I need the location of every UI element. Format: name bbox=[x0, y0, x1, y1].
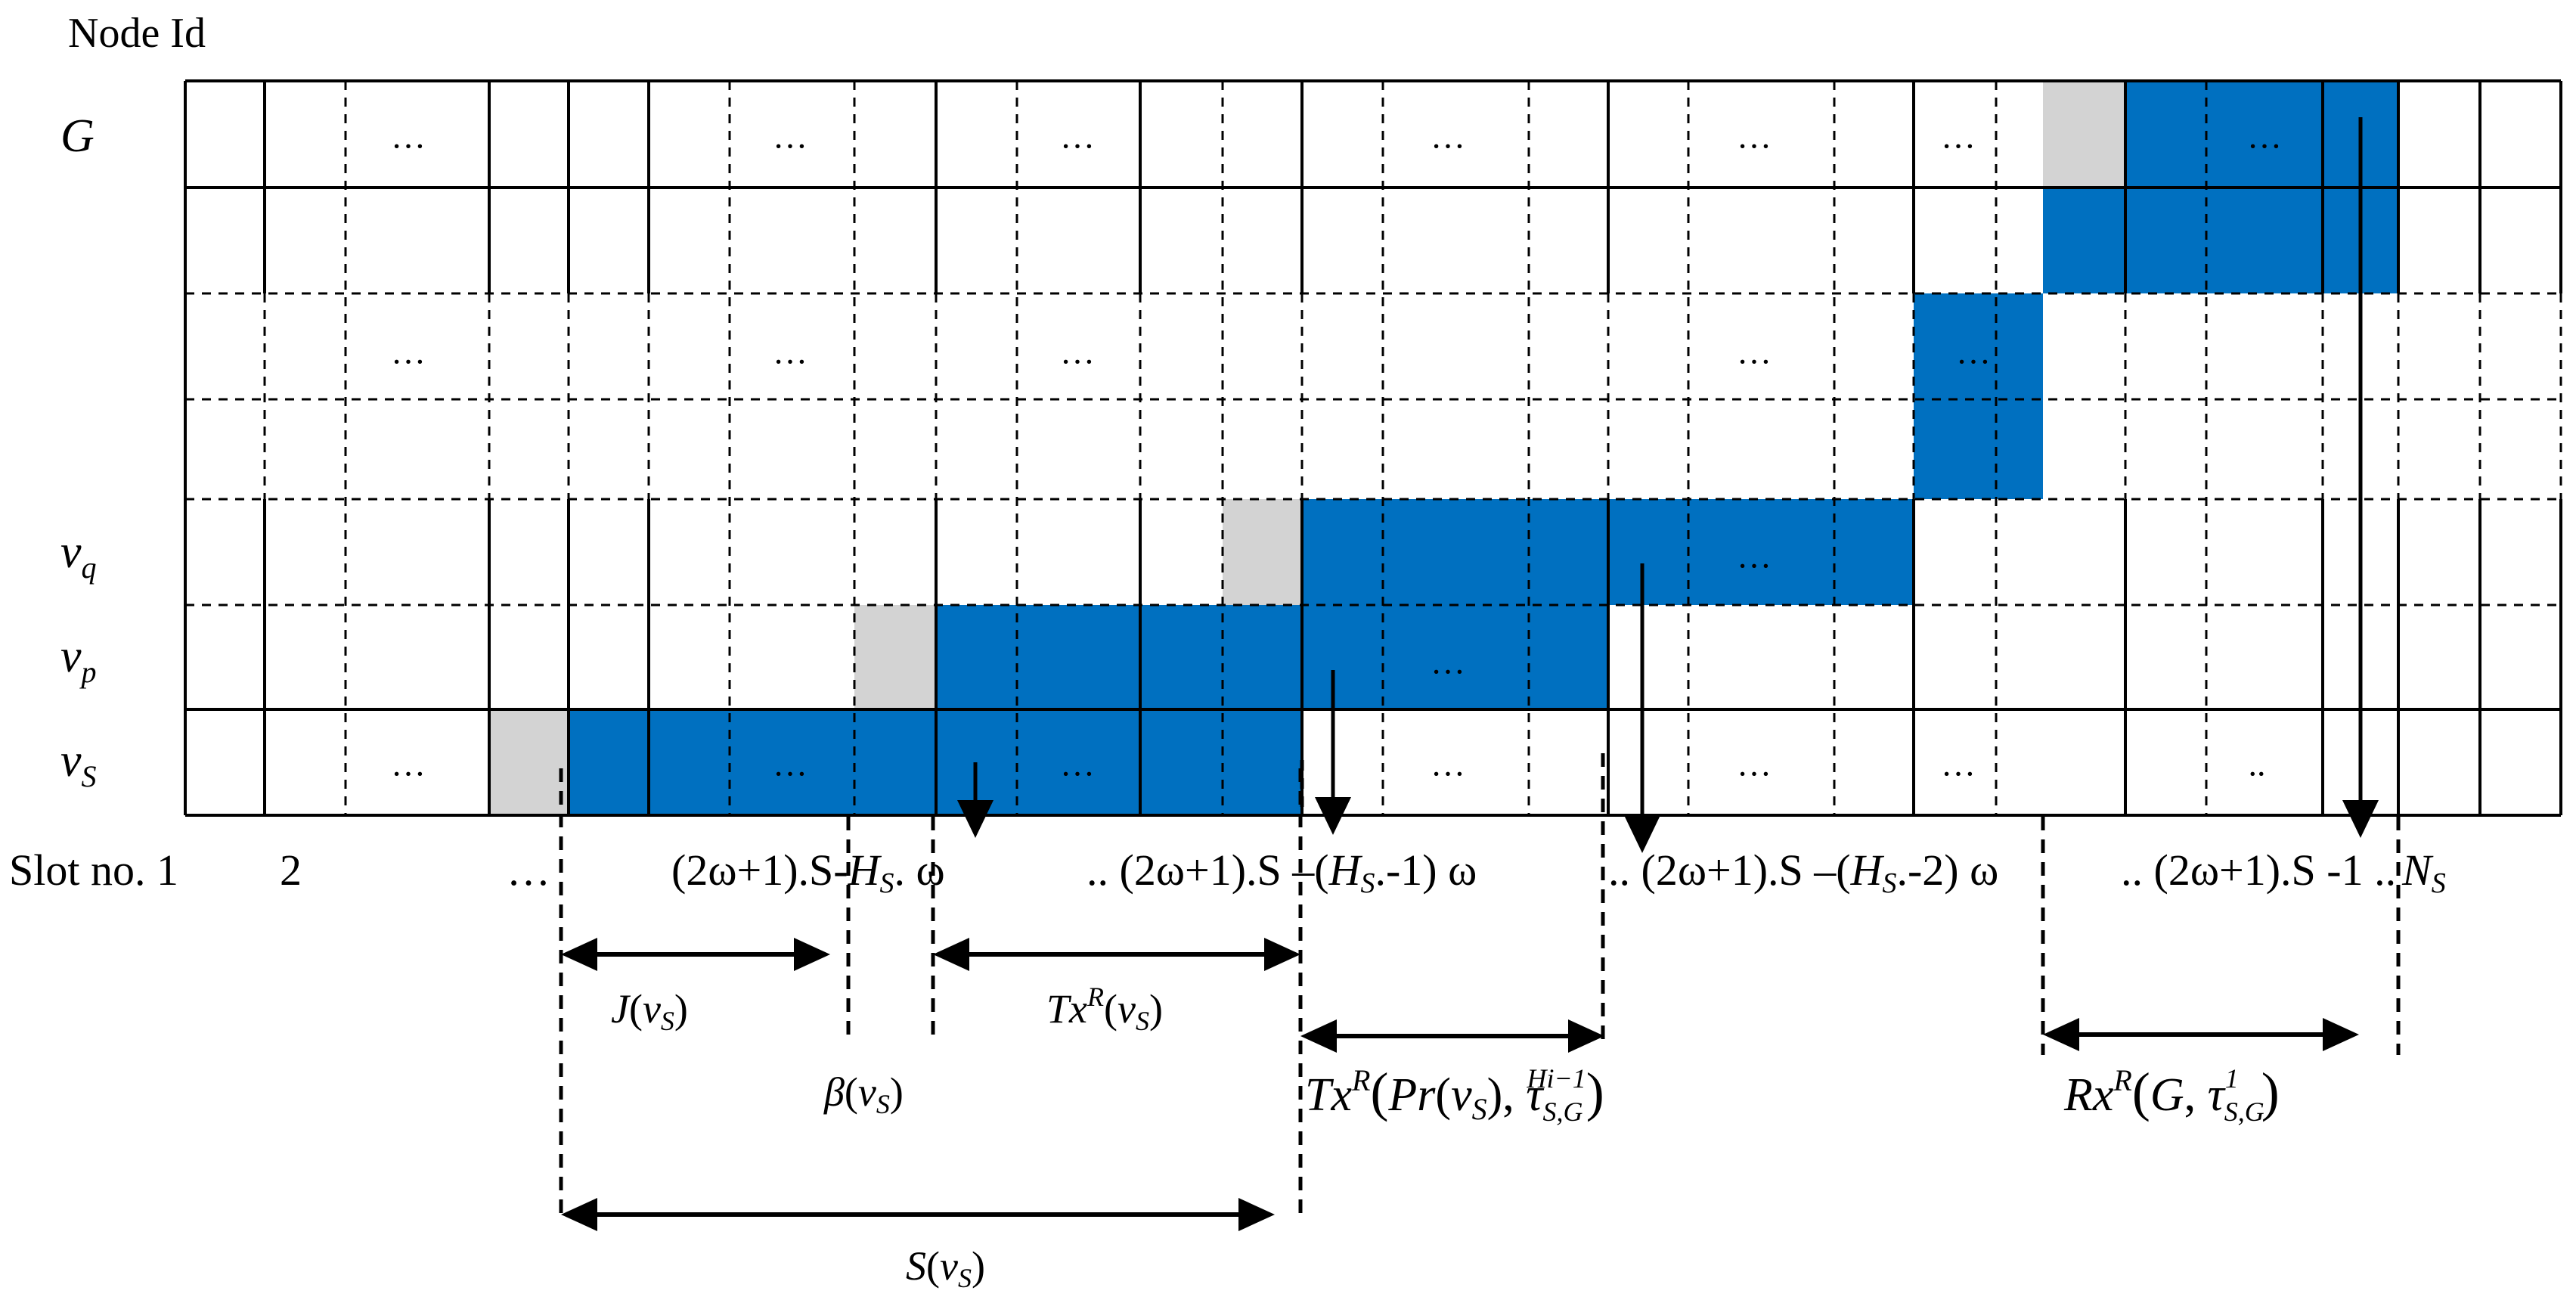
slot-axis: Slot no. 1 2 … (2ω+1).S-HS. ω .. (2ω+1).… bbox=[9, 845, 2446, 899]
label-txr: TxR(vS) bbox=[1046, 982, 1163, 1036]
ellipsis-mark: … bbox=[2247, 117, 2282, 156]
svg-text:vq: vq bbox=[60, 526, 97, 585]
waiting-cell bbox=[2043, 81, 2125, 188]
active-cells bbox=[2043, 188, 2398, 293]
down-arrows bbox=[957, 117, 2379, 853]
slot-grid bbox=[184, 79, 2562, 817]
slot-axis-seg2: .. (2ω+1).S –(HS.-1) ω bbox=[1087, 845, 1477, 899]
ellipsis-mark: … bbox=[1060, 333, 1095, 371]
ellipsis-mark: … bbox=[1737, 333, 1772, 371]
row-label-g: G bbox=[60, 110, 95, 162]
label-j: J(vS) bbox=[611, 986, 688, 1036]
waiting-cell bbox=[489, 709, 569, 815]
slot-axis-label: Slot no. 1 bbox=[9, 845, 178, 895]
node-id-header: Node Id bbox=[68, 10, 206, 57]
ellipsis-mark: … bbox=[1737, 745, 1772, 783]
ellipsis-mark: … bbox=[1737, 117, 1772, 156]
slot-axis-two: 2 bbox=[280, 845, 302, 895]
slot-axis-seg4: .. (2ω+1).S -1 .. NS bbox=[2121, 845, 2446, 899]
label-beta: β(vS) bbox=[823, 1069, 904, 1119]
svg-text:vp: vp bbox=[60, 631, 97, 689]
ellipsis-mark: .. bbox=[2249, 745, 2266, 783]
row-label-vp: vp bbox=[60, 631, 97, 689]
ellipsis-mark: … bbox=[773, 745, 808, 783]
label-txr-pr: TxR(Pr(vS), τS,GHi−1) bbox=[1305, 1062, 1604, 1127]
slot-axis-seg1: (2ω+1).S-HS. ω bbox=[671, 845, 945, 899]
active-cells bbox=[1914, 293, 2043, 499]
ellipsis-mark: … bbox=[1941, 117, 1976, 156]
ellipsis-mark: … bbox=[391, 745, 426, 783]
ellipsis-mark: … bbox=[1060, 745, 1095, 783]
active-cells bbox=[2125, 81, 2398, 188]
interval-arrows bbox=[561, 938, 2359, 1231]
svg-text:vS: vS bbox=[60, 735, 97, 793]
ellipsis-mark: … bbox=[1737, 537, 1772, 576]
slot-axis-dots: … bbox=[507, 845, 550, 895]
row-label-vs: vS bbox=[60, 735, 97, 793]
label-rxr-g: RxR(G, τS,G1) bbox=[2063, 1062, 2280, 1127]
ellipsis-mark: … bbox=[1956, 333, 1991, 371]
ellipsis-mark: … bbox=[1431, 117, 1465, 156]
waiting-cell bbox=[1223, 499, 1302, 605]
cell-fills bbox=[489, 81, 2398, 815]
ellipsis-mark: … bbox=[773, 117, 808, 156]
label-s: S(vS) bbox=[906, 1243, 985, 1293]
interval-boundaries bbox=[559, 753, 2401, 1218]
ellipsis-mark: … bbox=[1431, 643, 1465, 681]
ellipsis-mark: … bbox=[1431, 745, 1465, 783]
ellipsis-mark: … bbox=[1060, 117, 1095, 156]
ellipsis-mark: … bbox=[773, 333, 808, 371]
grid-ellipses: … … … … … … … … … … … … … … … … … … … ….. bbox=[391, 117, 2282, 783]
ellipsis-mark: … bbox=[391, 117, 426, 156]
ellipsis-mark: … bbox=[1941, 745, 1976, 783]
waiting-cell bbox=[854, 605, 936, 709]
row-label-vq: vq bbox=[60, 526, 97, 585]
ellipsis-mark: … bbox=[391, 333, 426, 371]
active-cells bbox=[936, 605, 1608, 709]
slot-axis-seg3: .. (2ω+1).S –(HS.-2) ω bbox=[1608, 845, 1998, 899]
